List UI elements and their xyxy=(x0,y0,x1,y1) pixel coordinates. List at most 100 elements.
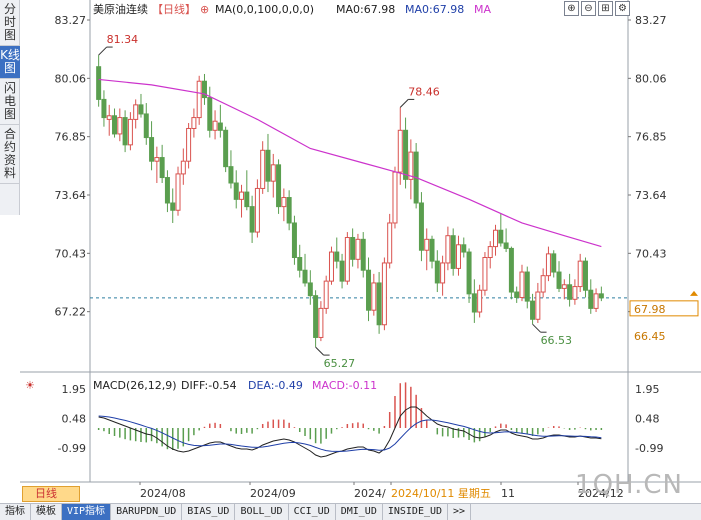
bottom-tab-0[interactable]: 指标 xyxy=(0,504,31,520)
annotation-leader xyxy=(98,46,107,56)
candle-body xyxy=(519,271,525,298)
current-price-label: 67.98 xyxy=(634,303,666,316)
price-tick-left: 73.64 xyxy=(55,189,87,202)
candle-body xyxy=(503,242,509,249)
candle-body xyxy=(524,271,530,302)
ma-params: MA(0,0,100,0,0,0) xyxy=(215,3,314,16)
candle-body xyxy=(164,177,170,204)
fullscreen-icon[interactable]: ⊞ xyxy=(598,1,613,16)
candle-body xyxy=(514,291,520,298)
candle-body xyxy=(545,253,551,277)
bottom-tab-5[interactable]: BOLL_UD xyxy=(235,504,289,520)
candle-body xyxy=(445,235,451,264)
candle-body xyxy=(122,117,128,146)
price-tick-left: 76.85 xyxy=(55,131,87,144)
date-label: 2024/10/11 星期五 xyxy=(391,487,491,500)
period-label: 【日线】 xyxy=(152,2,196,16)
candle-body xyxy=(397,129,403,173)
zoom-out-icon[interactable]: ⊖ xyxy=(581,1,596,16)
macd-params: MACD(26,12,9) xyxy=(93,379,177,392)
candle-body xyxy=(482,257,488,291)
candle-body xyxy=(408,151,414,180)
candle-body xyxy=(106,115,112,120)
bottom-tab-1[interactable]: 模板 xyxy=(31,504,62,520)
candle-body xyxy=(535,291,541,320)
macd-tick-right: -0.99 xyxy=(635,442,663,455)
ma-label: MA xyxy=(474,3,491,16)
left-tab-2[interactable]: 闪电图 xyxy=(0,79,20,125)
candle-body xyxy=(180,160,186,175)
ma-value: MA0:67.98 xyxy=(336,3,395,16)
candle-body xyxy=(424,238,430,251)
left-tab-1[interactable]: K线图 xyxy=(0,46,20,79)
candle-body xyxy=(355,238,361,260)
candle-body xyxy=(143,113,149,139)
candle-body xyxy=(387,222,393,264)
macd-tick-left: -0.99 xyxy=(58,442,86,455)
date-label: 2024/12 xyxy=(578,487,624,500)
zoom-in-icon[interactable]: ⊕ xyxy=(564,1,579,16)
candle-body xyxy=(344,237,350,282)
left-tab-3[interactable]: 合约资料 xyxy=(0,125,20,184)
candle-body xyxy=(212,120,218,131)
candle-body xyxy=(149,137,155,162)
candle-body xyxy=(593,293,599,309)
candle-body xyxy=(350,237,356,260)
settings-icon[interactable]: ⚙ xyxy=(615,1,630,16)
current-price-box xyxy=(629,300,699,317)
candle-body xyxy=(159,157,165,179)
candle-body xyxy=(244,191,250,208)
macd-dea: DEA:-0.49 xyxy=(248,379,303,392)
bottom-tab-4[interactable]: BIAS_UD xyxy=(182,504,236,520)
candle-body xyxy=(471,293,477,313)
candle-body xyxy=(260,149,266,189)
candle-body xyxy=(101,98,107,119)
candle-body xyxy=(133,104,139,120)
left-tab-0[interactable]: 分时图 xyxy=(0,0,20,46)
candle-body xyxy=(297,257,303,271)
candle-body xyxy=(461,244,467,253)
candle-body xyxy=(117,117,123,135)
bottom-tab-6[interactable]: CCI_UD xyxy=(289,504,336,520)
bottom-tab-7[interactable]: DMI_UD xyxy=(336,504,383,520)
ma-value-2: MA0:67.98 xyxy=(405,3,464,16)
diff-line xyxy=(98,406,602,458)
price-tick-right: 73.64 xyxy=(635,189,667,202)
candle-body xyxy=(286,197,292,224)
candle-body xyxy=(233,182,239,200)
period-button[interactable]: 日线 xyxy=(22,486,80,502)
ma-line xyxy=(98,78,602,248)
candle-body xyxy=(455,244,461,269)
candle-body xyxy=(201,80,207,99)
price-tick-right: 70.43 xyxy=(635,247,667,260)
bottom-tab-bar: 指标 模板 VIP指标 BARUPDN_UD BIAS_UD BOLL_UD CCI_UD D… xyxy=(0,503,701,520)
macd-tick-right: 1.95 xyxy=(635,383,660,396)
price-tick-left: 70.43 xyxy=(55,247,87,260)
macd-macd: MACD:-0.11 xyxy=(312,379,377,392)
candle-body xyxy=(170,202,176,211)
candle-body xyxy=(276,164,282,208)
macd-tick-left: 1.95 xyxy=(62,383,87,396)
lower-price-label: 66.45 xyxy=(634,330,666,343)
bottom-tab-3[interactable]: BARUPDN_UD xyxy=(111,504,183,520)
price-arrow-icon xyxy=(690,290,698,296)
candle-body xyxy=(418,202,424,251)
candle-body xyxy=(530,300,536,320)
candle-body xyxy=(556,271,562,289)
bottom-tab-2[interactable]: VIP指标 xyxy=(62,504,112,520)
bottom-tab-9[interactable]: >> xyxy=(448,504,472,520)
candle-body xyxy=(366,269,372,311)
candle-body xyxy=(440,262,446,284)
macd-tick-right: 0.48 xyxy=(635,412,660,425)
date-label: 2024/09 xyxy=(250,487,296,500)
candle-body xyxy=(334,251,340,262)
candle-body xyxy=(281,197,287,208)
candle-body xyxy=(429,238,435,262)
bottom-tab-8[interactable]: INSIDE_UD xyxy=(383,504,449,520)
candle-body xyxy=(381,262,387,326)
annotation-leader xyxy=(532,323,541,333)
candle-body xyxy=(466,251,472,295)
settings-gear-icon: ⊕ xyxy=(200,3,209,16)
candle-body xyxy=(138,104,144,115)
date-label: 2024/08 xyxy=(140,487,186,500)
